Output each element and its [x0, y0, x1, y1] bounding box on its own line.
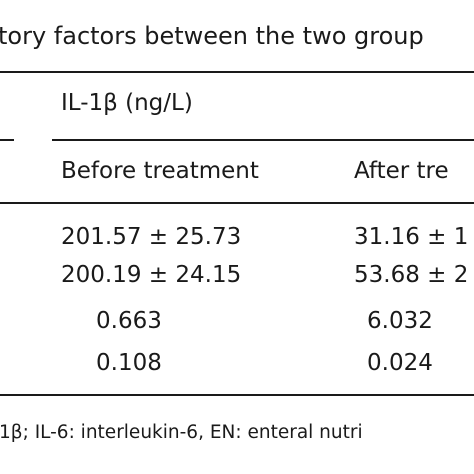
cell-after: 6.032 [367, 308, 433, 334]
table-caption: tory factors between the two group [0, 22, 424, 50]
cell-before: 201.57 ± 25.73 [61, 224, 242, 250]
cell-before: 0.663 [96, 308, 162, 334]
cell-before: 0.108 [96, 350, 162, 376]
table-footnote: 1β; IL-6: interleukin-6, EN: enteral nut… [0, 422, 363, 443]
cell-after: 53.68 ± 2 [354, 262, 469, 288]
cell-after: 31.16 ± 1 [354, 224, 469, 250]
column-header-before: Before treatment [61, 158, 259, 184]
column-header-after: After tre [354, 158, 449, 184]
column-group-header: IL-1β (ng/L) [61, 90, 193, 116]
group-header-rule [52, 139, 474, 141]
header-bottom-rule [0, 202, 474, 204]
cell-after: 0.024 [367, 350, 433, 376]
left-short-rule [0, 139, 14, 141]
cell-before: 200.19 ± 24.15 [61, 262, 242, 288]
bottom-rule [0, 394, 474, 396]
top-rule [0, 71, 474, 73]
